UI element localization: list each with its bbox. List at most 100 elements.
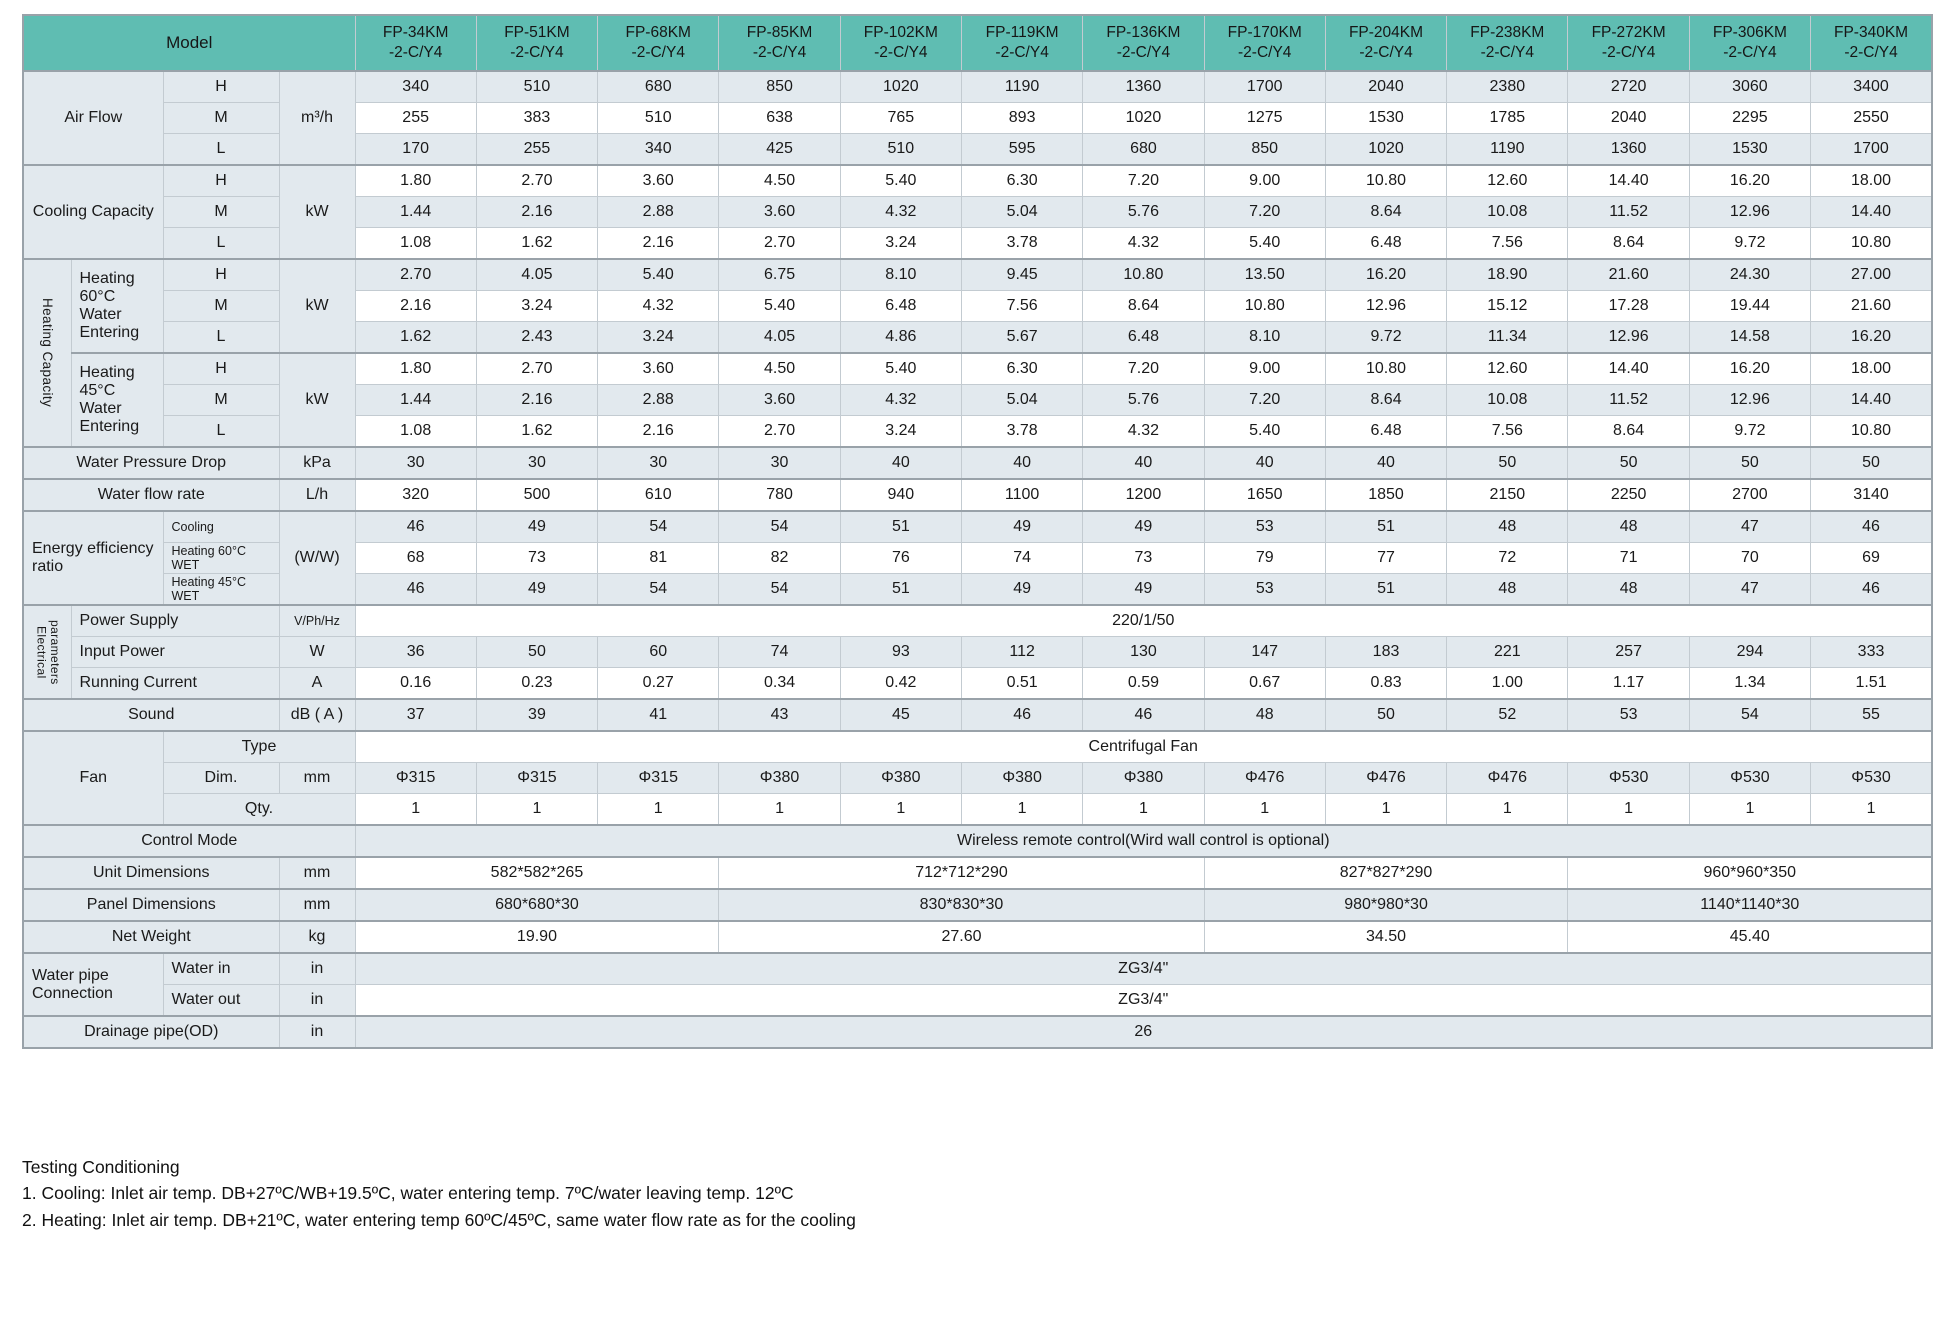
sound-value-8: 48 [1203,698,1326,732]
control-mode-label: Control Mode [22,824,356,858]
eer-heating45wet-label-0: Heating 45°C WET [162,573,280,606]
heating60-h-value-11: 21.60 [1567,258,1690,291]
heating45-h-value-2: 2.70 [475,352,599,385]
heating45-h-value-11: 14.40 [1567,352,1690,385]
net-weight-merged-4: 45.40 [1567,920,1933,954]
row-cooling-capacity-m: M 1.44 2.16 2.88 3.60 4.32 5.04 5.76 7.20 8.64 10.… [23,196,1933,228]
water-flow-rate-value-5: 940 [839,478,962,512]
water-flow-rate-value-6: 1100 [960,478,1084,512]
row-fan-dim: Dim. mm Φ315 Φ315 Φ315 Φ380 Φ380 Φ380 Φ380 Φ476 Φ4… [23,762,1933,794]
running-current-value-3: 0.27 [597,667,720,700]
air-flow-h-value-5: 1020 [839,70,962,103]
heating45-l-label-0: L [162,415,280,448]
unit-dimensions-unit: mm [278,856,356,890]
cooling-capacity-m-value-8: 7.20 [1203,196,1326,228]
heating60-h-value-10: 18.90 [1446,258,1569,291]
heating60-l-value-3: 3.24 [597,321,720,354]
heating45-m-value-6: 5.04 [960,384,1084,416]
fan-dim-value-5: Φ380 [839,762,962,794]
eer-heating60wet-value-6: 74 [960,542,1084,574]
heating60-l-value-2: 2.43 [475,321,599,354]
net-weight-label: Net Weight [22,920,280,954]
input-power-value-2: 50 [475,636,599,668]
eer-heating45wet-value-8: 53 [1203,573,1326,606]
fan-dim-value-2: Φ315 [475,762,599,794]
heating45-m-value-7: 5.76 [1082,384,1205,416]
heating45-h-value-12: 16.20 [1688,352,1812,385]
air-flow-h-value-3: 680 [597,70,720,103]
water-flow-rate-value-3: 610 [597,478,720,512]
heating60-l-value-7: 6.48 [1082,321,1205,354]
sound-value-6: 46 [960,698,1084,732]
water-flow-rate-value-12: 2700 [1688,478,1812,512]
eer-cooling-value-8: 53 [1203,510,1326,543]
running-current-value-11: 1.17 [1567,667,1690,700]
water-flow-rate-label: Water flow rate [22,478,280,512]
notes-title: Testing Conditioning [22,1157,180,1177]
heating60-l-value-12: 14.58 [1688,321,1812,354]
heating60-m-value-13: 21.60 [1810,290,1933,322]
cooling-capacity-h-value-13: 18.00 [1810,164,1933,197]
heating60-m-value-4: 5.40 [718,290,841,322]
cooling-capacity-l-value-11: 8.64 [1567,227,1690,260]
water-pressure-drop-unit: kPa [278,446,356,480]
fan-dim-value-13: Φ530 [1810,762,1933,794]
cooling-capacity-m-value-10: 10.08 [1446,196,1569,228]
row-heating45-m: M 1.44 2.16 2.88 3.60 4.32 5.04 5.76 7.20 8.64 10.… [23,384,1933,416]
heating60-m-value-8: 10.80 [1203,290,1326,322]
cooling-capacity-l-value-6: 3.78 [960,227,1084,260]
cooling-capacity-h-value-10: 12.60 [1446,164,1569,197]
water-flow-rate-value-10: 2150 [1446,478,1569,512]
heating45-l-value-4: 2.70 [718,415,841,448]
eer-unit: (W/W) [278,510,356,606]
water-pressure-drop-value-1: 30 [354,446,477,480]
air-flow-l-value-4: 425 [718,133,841,166]
heating60-h-value-13: 27.00 [1810,258,1933,291]
water-out-unit: in [278,984,356,1017]
row-air-flow-m: M 255 383 510 638 765 893 1020 1275 1530 1785 2040 2… [23,102,1933,134]
input-power-value-3: 60 [597,636,720,668]
drainage-pipe-label: Drainage pipe(OD) [22,1015,280,1049]
row-water-pressure-drop: Water Pressure Drop kPa 30 30 30 30 40 40 40 40 40… [22,446,1933,480]
air-flow-unit: m³/h [278,70,356,166]
water-flow-rate-value-7: 1200 [1082,478,1205,512]
cooling-capacity-h-value-9: 10.80 [1324,164,1448,197]
row-fan-type: Fan Type Centrifugal Fan [22,730,1933,826]
air-flow-m-value-3: 510 [597,102,720,134]
row-water-flow-rate: Water flow rate L/h 320 500 610 780 940 1100 120… [22,478,1933,512]
input-power-value-5: 93 [839,636,962,668]
row-running-current: Running Current A 0.16 0.23 0.27 0.34 0.42 0.51… [23,667,1933,700]
air-flow-l-value-7: 680 [1082,133,1205,166]
model-header-fp-204km: FP-204KM -2-C/Y4 [1324,14,1448,72]
drainage-pipe-unit: in [278,1015,356,1049]
heating45-l-value-5: 3.24 [839,415,962,448]
running-current-unit: A [278,667,356,700]
fan-dim-value-12: Φ530 [1688,762,1812,794]
spec-table-header: Model FP-34KM -2-C/Y4 FP-51KM -2-C/Y4 FP-68… [22,14,1933,72]
water-flow-rate-value-1: 320 [354,478,477,512]
water-pressure-drop-value-11: 50 [1567,446,1690,480]
heating45-m-value-2: 2.16 [475,384,599,416]
panel-dimensions-merged-3: 980*980*30 [1203,888,1569,922]
heating60-m-value-1: 2.16 [354,290,477,322]
cooling-capacity-m-value-6: 5.04 [960,196,1084,228]
water-out-label-0: Water out [162,984,280,1017]
water-pressure-drop-value-13: 50 [1810,446,1933,480]
eer-cooling-label-1: Cooling [162,510,280,543]
sound-value-12: 54 [1688,698,1812,732]
fan-dim-value-7: Φ380 [1082,762,1205,794]
eer-heating45wet-value-6: 49 [960,573,1084,606]
sound-value-2: 39 [475,698,599,732]
model-header-fp-34km: FP-34KM -2-C/Y4 [354,14,477,72]
air-flow-m-value-1: 255 [354,102,477,134]
running-current-label-0: Running Current [70,667,280,700]
heating45-m-label-0: M [162,384,280,416]
row-heating60-l: L 1.62 2.43 3.24 4.05 4.86 5.67 6.48 8.10 9.72 11.… [23,321,1933,354]
heating45-label: Heating 45°C Water Entering [70,352,164,448]
sound-label: Sound [22,698,280,732]
notes-cooling-line: 1. Cooling: Inlet air temp. DB+27ºC/WB+1… [22,1183,794,1204]
cooling-capacity-label: Cooling Capacity [22,164,164,260]
cooling-capacity-h-value-8: 9.00 [1203,164,1326,197]
eer-heating60wet-value-11: 71 [1567,542,1690,574]
